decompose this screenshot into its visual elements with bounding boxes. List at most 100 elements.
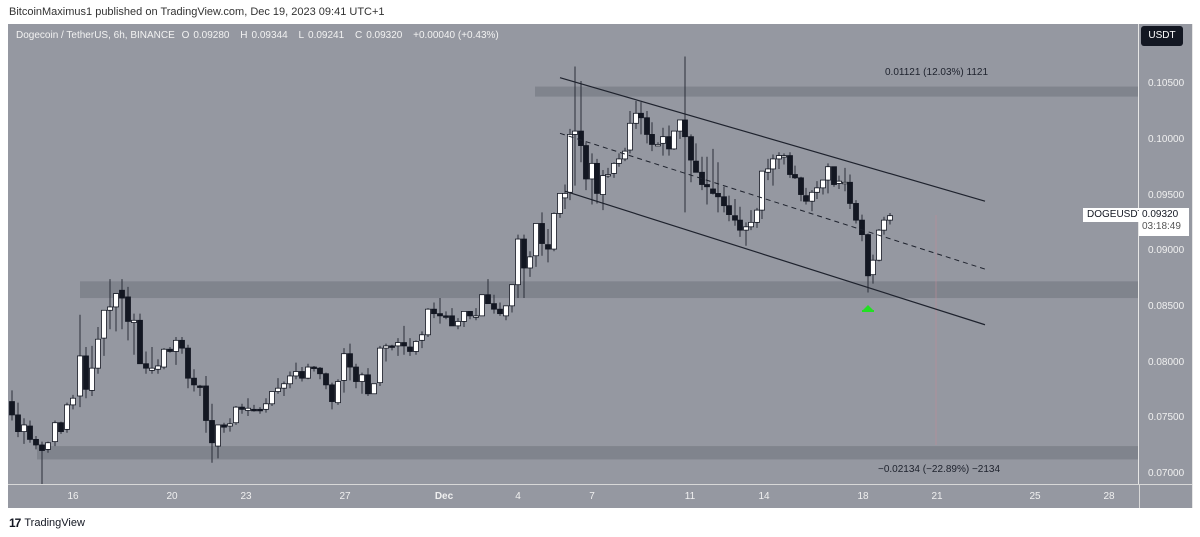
bar-countdown: 03:18:49 [1142,221,1181,232]
candle-bull [461,311,467,322]
candle-bear [491,303,497,310]
candle-bear [693,160,699,173]
candle-bear [329,384,335,402]
measure-label-lower: −0.02134 (−22.89%) −2134 [878,464,1001,475]
candle-bull [776,155,782,160]
candle-bear [119,289,125,299]
axis-corner [1139,484,1192,508]
candle-bear [239,406,245,410]
candle-bear [847,181,853,204]
time-tick-label: 27 [339,491,351,502]
candle-bull [533,223,539,257]
sr-zone [535,86,1138,97]
price-tick-label: 0.10000 [1148,134,1185,145]
candle-bear [311,366,317,369]
candle-bull [275,387,281,392]
candle-bear [449,315,455,327]
candle-bear [443,315,449,318]
candle-bull [425,308,431,336]
candle-bear [787,155,793,175]
candle-bull [515,238,521,286]
chart-area[interactable]: Dogecoin / TetherUS, 6h, BINANCE O 0.0928… [8,24,1140,508]
candle-bear [251,408,257,412]
price-tick-label: 0.10500 [1148,78,1185,90]
candle-bear [798,177,804,195]
candle-bull [600,175,606,195]
candle-bear [737,219,743,231]
green-arrow-up-icon [862,305,874,311]
brand-name: TradingView [24,517,85,529]
time-axis[interactable] [8,484,1139,508]
candle-bear [578,130,584,146]
candle-bear [299,371,305,379]
candle-bull [359,374,365,382]
price-tick-label: 0.08000 [1148,356,1185,368]
candle-bear [317,367,323,375]
candle-bull [870,259,876,276]
candle-bear [649,134,655,145]
candle-bull [89,367,95,391]
candle-bull [64,404,70,430]
candle-bull [814,187,820,193]
currency-button[interactable]: USDT [1141,26,1183,46]
candle-bear [644,117,650,135]
candle-bear [9,401,15,416]
candle-bear [407,346,413,352]
candle-bear [545,244,551,250]
price-axis[interactable] [1139,24,1192,508]
candle-bull [479,294,485,317]
candle-bear [485,294,491,305]
candle-bull [473,315,479,318]
candle-bull [820,179,826,189]
candle-bear [83,355,89,390]
candle-bear [704,184,710,188]
candle-bear [682,119,688,138]
candle-bull [887,215,893,221]
last-price-label: 0.09320 03:18:49 [1139,208,1189,236]
candle-bull [562,193,568,199]
candle-bull [335,381,341,404]
candle-bull [842,181,848,185]
candle-bear [431,308,437,315]
candlestick-plot[interactable] [8,24,1139,484]
candle-bull [557,193,563,214]
candle-bear [389,345,395,348]
candle-bull [419,334,425,341]
time-tick-label: 11 [684,491,696,502]
candle-bull [371,383,377,395]
candle-bull [655,144,661,147]
candle-bear [58,422,64,433]
candle-bull [770,158,776,170]
candle-bull [611,162,617,174]
candle-bear [27,425,33,440]
candle-bull [95,338,101,369]
candle-bull [781,155,787,158]
candle-bull [233,406,239,424]
candle-bear [715,193,721,198]
price-tick-label: 0.07500 [1148,412,1185,424]
candle-bear [721,196,727,207]
tradingview-logo-icon: 17 [9,516,21,530]
candle-bull [413,341,419,352]
candle-bull [77,355,83,397]
candle-bear [437,313,443,317]
symbol-name[interactable]: Dogecoin / TetherUS, 6h, BINANCE [16,30,175,41]
candle-bull [287,375,293,385]
candle-bear [831,166,837,185]
candle-bull [622,150,628,160]
frame-border [1192,24,1193,508]
candle-bull [149,367,155,371]
candle-bear [365,374,371,395]
candle-bear [323,373,329,386]
candle-bear [803,195,809,202]
candle-bull [101,309,107,339]
candle-bull [754,209,760,223]
sr-zone [80,281,1138,299]
price-axis-divider [1138,24,1139,508]
channel-lower-line [564,190,986,326]
candle-bull [21,424,27,433]
candle-bull [52,422,58,443]
candle-bear [179,339,185,349]
candle-bear [792,174,798,179]
candle-bull [305,366,311,379]
